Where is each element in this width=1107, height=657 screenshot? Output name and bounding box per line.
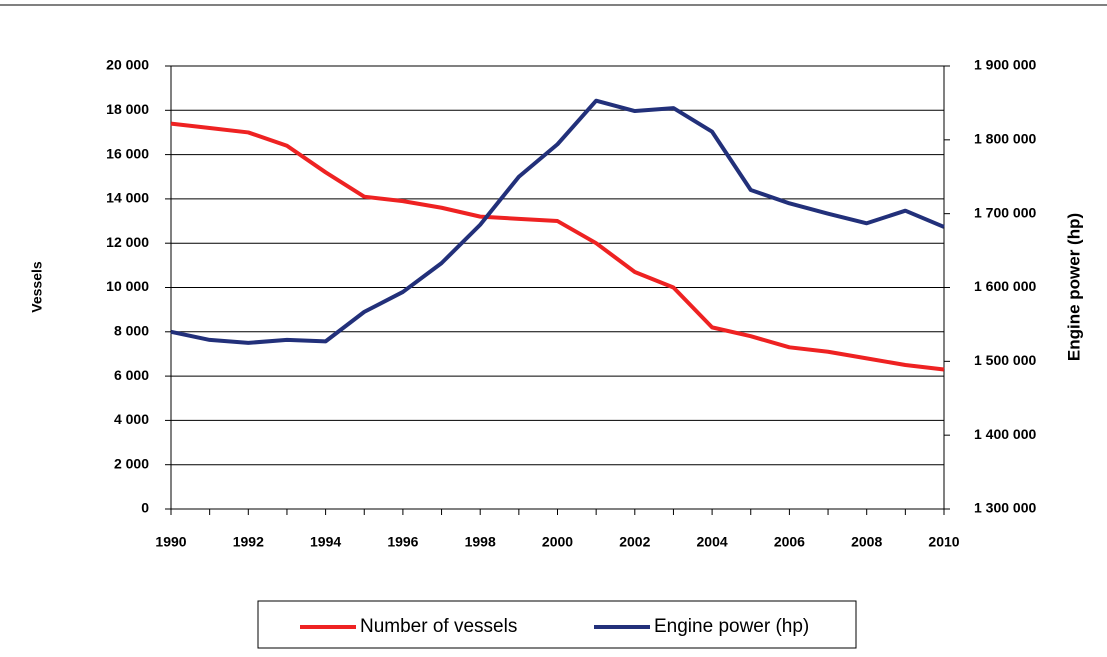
y-tick-label: 8 000 <box>114 323 149 339</box>
y2-tick-label: 1 800 000 <box>974 131 1036 147</box>
y-tick-label: 6 000 <box>114 367 149 383</box>
x-tick-label: 2000 <box>542 534 573 550</box>
y-tick-label: 4 000 <box>114 411 149 427</box>
legend-box <box>257 600 857 649</box>
y2-tick-label: 1 400 000 <box>974 426 1036 442</box>
x-tick-label: 2006 <box>774 534 805 550</box>
x-tick-label: 1998 <box>465 534 496 550</box>
y2-axis-label: Engine power (hp) <box>1064 213 1083 361</box>
y2-tick-label: 1 700 000 <box>974 204 1036 220</box>
legend-label: Engine power (hp) <box>654 616 809 637</box>
y2-tick-label: 1 300 000 <box>974 500 1036 516</box>
y2-tick-label: 1 600 000 <box>974 278 1036 294</box>
x-tick-label: 2004 <box>697 534 728 550</box>
legend-label: Number of vessels <box>360 616 517 637</box>
series-line <box>170 121 945 372</box>
y-tick-label: 16 000 <box>106 145 149 161</box>
y-tick-label: 0 <box>141 500 149 516</box>
y2-tick-label: 1 900 000 <box>974 57 1036 73</box>
x-tick-label: 1990 <box>155 534 186 550</box>
x-tick-label: 1994 <box>310 534 341 550</box>
y2-tick-label: 1 500 000 <box>974 352 1036 368</box>
series-line <box>170 98 945 345</box>
x-tick-label: 1992 <box>233 534 264 550</box>
x-tick-label: 2010 <box>928 534 959 550</box>
y-tick-label: 14 000 <box>106 190 149 206</box>
x-tick-label: 2002 <box>619 534 650 550</box>
y-tick-label: 10 000 <box>106 278 149 294</box>
y-tick-label: 12 000 <box>106 234 149 250</box>
x-tick-label: 1996 <box>387 534 418 550</box>
y-axis-label: Vessels <box>29 261 45 313</box>
y-tick-label: 18 000 <box>106 101 149 117</box>
y-tick-label: 2 000 <box>114 455 149 471</box>
y-tick-label: 20 000 <box>106 57 149 73</box>
x-tick-label: 2008 <box>851 534 882 550</box>
